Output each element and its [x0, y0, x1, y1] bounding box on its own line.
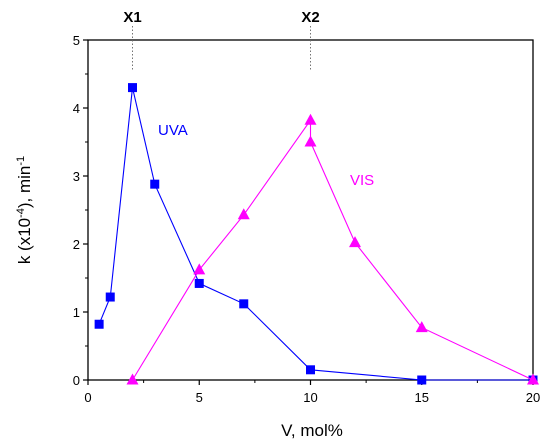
x-tick-label: 5	[196, 390, 203, 405]
marker-label: X1	[123, 9, 141, 26]
data-point	[527, 373, 539, 385]
y-tick-label: 3	[73, 169, 80, 184]
plot-frame	[87, 39, 534, 381]
marker-label: X2	[301, 9, 319, 26]
plot-area: 0 5 10 15 20 0 1 2 3 4 5 X1 X2 UVA VIS	[73, 9, 540, 405]
data-point	[193, 263, 206, 275]
series-line	[132, 118, 534, 381]
y-axis-title-exponent: -4	[15, 208, 27, 218]
y-axis-title-unit-exponent: -1	[15, 156, 27, 166]
y-tick-label: 4	[73, 101, 80, 116]
data-point	[128, 83, 137, 93]
series-label: UVA	[158, 122, 188, 139]
y-axis-title-tail: ), min	[15, 166, 34, 209]
x-axis-title: V, mol%	[281, 421, 343, 440]
data-point	[306, 365, 315, 375]
y-tick-label: 5	[73, 33, 80, 48]
data-point	[105, 292, 115, 302]
data-point	[304, 135, 317, 147]
data-point	[349, 236, 361, 248]
y-tick-label: 2	[73, 237, 80, 252]
data-point	[194, 278, 204, 288]
data-point	[239, 299, 249, 309]
series-label: VIS	[350, 172, 374, 189]
y-axis-title: k (x10-4), min-1	[15, 156, 34, 264]
x-tick-label: 10	[303, 390, 317, 405]
y-tick-label: 1	[73, 305, 80, 320]
x-tick-label: 20	[526, 390, 540, 405]
x-tick-label: 0	[84, 390, 91, 405]
data-point	[304, 113, 317, 125]
y-axis-title-main: k (x10	[15, 218, 34, 264]
y-tick-label: 0	[73, 373, 80, 388]
data-point	[150, 179, 160, 189]
x-tick-label: 15	[415, 390, 429, 405]
data-point	[94, 319, 104, 329]
data-point	[126, 373, 139, 385]
data-point	[415, 321, 428, 333]
data-point	[237, 208, 250, 220]
data-point	[417, 375, 427, 385]
